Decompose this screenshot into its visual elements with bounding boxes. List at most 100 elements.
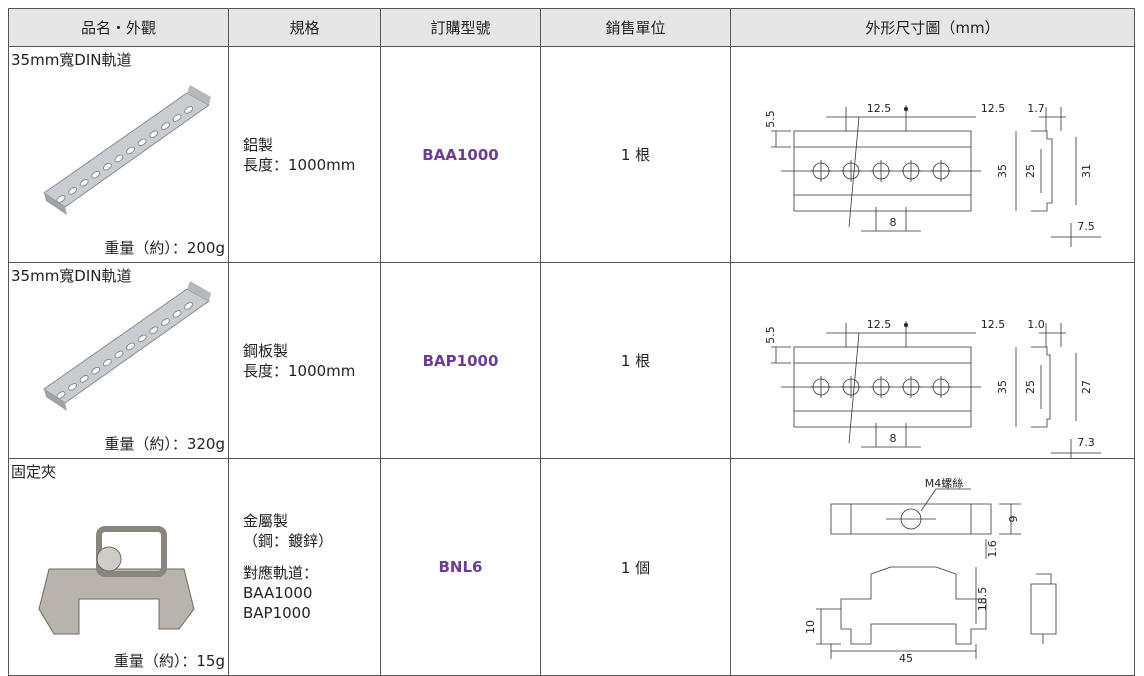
dimension-label: 5.5	[764, 110, 777, 128]
dimension-label: 25	[1024, 164, 1037, 178]
spec-paragraph: 對應軌道： BAA1000 BAP1000	[243, 563, 380, 623]
rail-hole	[126, 146, 136, 155]
model-cell: BAP1000	[381, 263, 541, 459]
spec-line: BAA1000	[243, 584, 313, 602]
model-number: BAA1000	[422, 145, 499, 164]
rail-hole	[114, 154, 124, 163]
rail-hole	[68, 187, 78, 195]
drawing-line	[830, 503, 992, 535]
illustration	[43, 281, 211, 411]
dimension-label: 1.0	[1027, 318, 1045, 331]
drawing-line	[920, 488, 1021, 559]
dimension-label: 18.5	[976, 587, 989, 612]
dimension-label: 12.5	[981, 318, 1006, 331]
rail-hole	[149, 326, 159, 335]
dimension-label: 35	[996, 380, 1009, 394]
model-cell: BNL6	[381, 459, 541, 676]
spec-line: 長度：1000mm	[243, 155, 356, 174]
spec-line: 金屬製	[243, 512, 289, 530]
spec-cell: 鋼板製 長度：1000mm	[229, 263, 381, 459]
dimension-label: 31	[1080, 164, 1093, 178]
dimension-label: 1.7	[1027, 102, 1045, 115]
dimension-label: 45	[899, 652, 913, 665]
spec-line: 對應軌道：	[243, 564, 319, 582]
rail-flange	[44, 193, 67, 215]
drawing-line	[793, 346, 972, 428]
rail-hole	[137, 334, 147, 343]
rail-hole	[160, 318, 170, 326]
unit-cell: 1 根	[541, 263, 731, 459]
drawing-line	[816, 567, 977, 659]
sales-unit: 1 個	[620, 558, 651, 577]
dimension-label: 9	[1007, 516, 1020, 523]
drawing-dot	[904, 107, 908, 111]
sales-unit: 1 根	[620, 352, 651, 370]
dimension-label: 25	[1024, 380, 1037, 394]
drawing-line	[793, 130, 972, 212]
illustration: 12.5 12.5 1.0 5.5 35 25 27 8 7.3	[764, 318, 1101, 458]
drawing-line	[1030, 573, 1057, 644]
rail-hole	[149, 130, 159, 139]
header-cell: 銷售單位	[541, 9, 731, 47]
clip-screw	[96, 546, 122, 572]
dimension-label: 12.5	[867, 318, 892, 331]
rail-hole	[160, 122, 170, 130]
dimension-label: 7.3	[1077, 436, 1095, 449]
rail-hole	[172, 114, 182, 122]
spec-line: 鋁製	[243, 135, 274, 154]
dimension-label: 35	[996, 164, 1009, 178]
model-cell: BAA1000	[381, 47, 541, 263]
dimension-label: 27	[1080, 380, 1093, 394]
rail-hole	[56, 195, 66, 203]
dimension-cell: M4螺絲 9 1.6 18.5 10 45	[731, 459, 1135, 676]
spec-cell: 鋁製 長度：1000mm	[229, 47, 381, 263]
rail-hole	[56, 391, 66, 399]
product-weight: 重量（約）：320g	[104, 435, 225, 453]
rail-hole	[91, 170, 101, 179]
drawing-line	[840, 566, 987, 645]
drawing-line	[771, 130, 791, 148]
clip-body	[38, 568, 195, 635]
spec-cell: 金屬製 （鋼：鍍鋅） 對應軌道： BAA1000 BAP1000	[229, 459, 381, 676]
header-cell: 規格	[229, 9, 381, 47]
rail-hole	[102, 162, 112, 171]
rail-hole	[68, 383, 78, 391]
sales-unit: 1 根	[620, 146, 651, 164]
rail-flange	[44, 389, 67, 411]
rail-flange	[187, 85, 211, 105]
spec-paragraph: 鋁製 長度：1000mm	[243, 135, 380, 175]
product-cell: 35mm寬DIN軌道 重量（約）：200g	[9, 47, 229, 263]
dimension-label: 1.6	[986, 540, 999, 558]
spec-line: 長度：1000mm	[243, 361, 356, 380]
rail-hole	[184, 302, 194, 310]
spec-paragraph: 鋼板製 長度：1000mm	[243, 341, 380, 381]
unit-cell: 1 根	[541, 47, 731, 263]
illustration: M4螺絲 9 1.6 18.5 10 45	[804, 476, 1057, 665]
dimension-label: 10	[804, 620, 817, 634]
rail-hole	[172, 310, 182, 318]
drawing-line	[781, 105, 981, 232]
illustration	[43, 85, 211, 215]
spec-line: BAP1000	[243, 604, 311, 622]
rail-flange	[187, 281, 211, 301]
header-cell: 外形尺寸圖（mm）	[731, 9, 1135, 47]
spec-paragraph: 金屬製 （鋼：鍍鋅）	[243, 511, 380, 551]
rail-hole	[102, 358, 112, 367]
rail-hole	[91, 366, 101, 375]
header-cell: 訂購型號	[381, 9, 541, 47]
dimension-cell: 12.5 12.5 1.7 5.5 35 25 31 8 7.5	[731, 47, 1135, 263]
drawing-line	[771, 346, 791, 364]
unit-cell: 1 個	[541, 459, 731, 676]
model-number: BNL6	[438, 558, 483, 576]
dimension-label: M4螺絲	[925, 476, 964, 490]
rail-hole	[79, 374, 89, 383]
product-cell: 35mm寬DIN軌道 重量（約）：320g	[9, 263, 229, 459]
header-cell: 品名・外觀	[9, 9, 229, 47]
product-name: 固定夾	[11, 463, 57, 481]
illustration	[38, 526, 195, 635]
product-weight: 重量（約）：15g	[113, 652, 225, 670]
product-table: 品名・外觀 規格 訂購型號 銷售單位 外形尺寸圖（mm） 35mm寬DIN軌道 重量（約）：…	[8, 8, 1135, 676]
rail-hole	[79, 178, 89, 187]
rail-hole	[184, 106, 194, 114]
